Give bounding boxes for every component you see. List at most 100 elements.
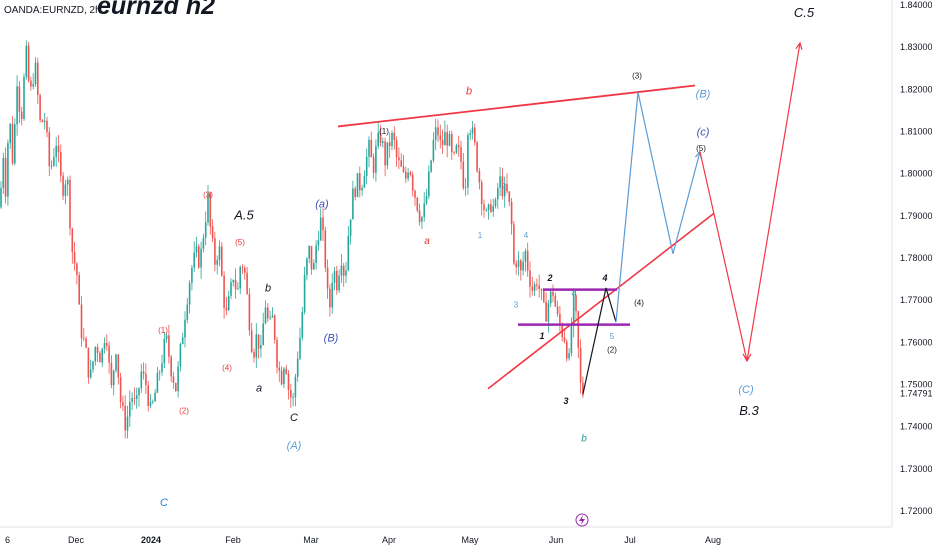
candle-body	[474, 127, 476, 143]
candle-body	[241, 267, 244, 268]
candle-body	[322, 217, 324, 231]
candle-body	[547, 303, 550, 322]
candle-body	[80, 304, 83, 339]
candle-body	[515, 263, 517, 268]
candle-body	[163, 338, 166, 364]
candle-body	[25, 45, 28, 77]
x-tick-label: Apr	[382, 535, 396, 545]
wave-label: 1	[478, 231, 483, 240]
candle-body	[202, 237, 205, 249]
candle-body	[370, 139, 373, 158]
projection-red-path[interactable]	[699, 42, 801, 362]
candle-body	[490, 204, 492, 212]
candle-body	[257, 334, 260, 349]
candle-body	[308, 245, 310, 259]
wave-label: C	[160, 497, 168, 509]
candle-body	[356, 173, 359, 197]
projection-arrowhead	[742, 353, 752, 363]
candle-body	[446, 132, 448, 146]
projection-blue-path[interactable]	[615, 92, 701, 323]
candle-body	[421, 217, 423, 222]
trend-line-upper-resistance[interactable]	[337, 84, 696, 128]
y-tick-label: 1.80000	[900, 169, 932, 179]
candle-body	[292, 397, 294, 398]
wave-label: (1)	[379, 127, 389, 136]
candle-body	[280, 370, 283, 385]
candle-body	[140, 371, 143, 389]
candle-body	[103, 343, 106, 349]
candle-body	[570, 325, 573, 354]
candle-body	[510, 202, 513, 225]
candle-body	[382, 141, 384, 143]
candle-body	[363, 176, 366, 188]
candle-body	[181, 337, 184, 345]
candle-body	[559, 313, 561, 326]
wave-label: (4)	[222, 364, 232, 373]
candle-body	[492, 206, 494, 212]
wave-label: b	[265, 282, 271, 294]
chart-title: eurnzd h2	[97, 0, 216, 20]
candle-body	[11, 123, 14, 164]
wave-label: 3	[514, 300, 519, 309]
candle-body	[209, 193, 212, 227]
symbol-label: OANDA:EURNZD, 2h	[4, 5, 101, 16]
wave-label: (5)	[235, 238, 245, 247]
candle-body	[303, 275, 306, 312]
candle-body	[154, 392, 156, 402]
candle-body	[317, 240, 320, 246]
candle-body	[361, 187, 363, 191]
candle-body	[340, 265, 343, 276]
candle-body	[172, 376, 175, 383]
wave-label: A.5	[233, 208, 254, 223]
trend-line-lower-support[interactable]	[487, 212, 715, 390]
wave-label: 2	[546, 273, 552, 283]
candle-body	[386, 142, 389, 166]
wave-label: C.5	[794, 5, 815, 20]
candle-body	[400, 160, 402, 167]
candle-body	[324, 230, 327, 268]
candle-body	[195, 246, 198, 253]
candle-body	[375, 146, 377, 173]
candle-body	[221, 246, 223, 276]
candle-body	[359, 173, 361, 191]
y-tick-label: 1.78000	[900, 253, 932, 263]
candle-body	[135, 395, 138, 399]
candle-body	[579, 347, 582, 383]
candle-body	[345, 270, 347, 276]
candle-body	[301, 311, 304, 338]
candle-body	[411, 174, 414, 191]
candle-body	[414, 190, 416, 198]
candle-body	[260, 345, 262, 349]
projection-black-path[interactable]	[582, 287, 617, 394]
candle-body	[485, 210, 488, 211]
y-tick-label: 1.75000	[900, 380, 932, 390]
candle-body	[122, 402, 124, 406]
candle-body	[87, 347, 90, 378]
candle-body	[207, 193, 209, 223]
candle-body	[388, 142, 391, 147]
candle-body	[439, 135, 442, 140]
candle-body	[7, 143, 9, 197]
candle-body	[476, 142, 478, 172]
candle-body	[101, 348, 103, 363]
candle-body	[278, 367, 281, 371]
candle-body	[572, 295, 575, 326]
candle-body	[248, 293, 251, 331]
wave-label: (1)	[158, 326, 168, 335]
candle-body	[372, 157, 375, 173]
candle-body	[170, 356, 172, 377]
wave-label: (3)	[632, 71, 642, 80]
candle-body	[552, 291, 554, 296]
candle-body	[299, 337, 301, 359]
candle-body	[398, 157, 400, 161]
candle-body	[161, 363, 163, 373]
candle-body	[315, 245, 317, 264]
candle-body	[575, 295, 577, 312]
candle-body	[543, 290, 545, 302]
candle-body	[497, 187, 499, 200]
candle-body	[451, 133, 453, 153]
candle-body	[533, 284, 536, 291]
candle-body	[336, 271, 338, 291]
wave-label: (c)	[697, 126, 710, 138]
